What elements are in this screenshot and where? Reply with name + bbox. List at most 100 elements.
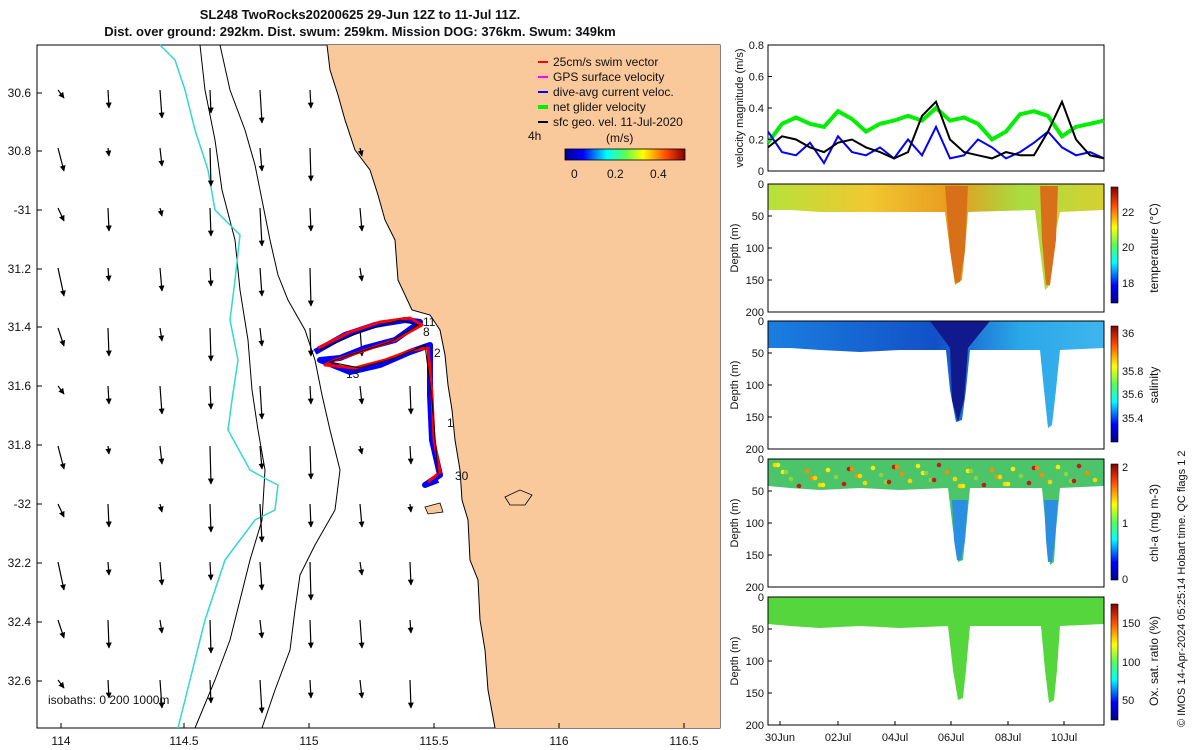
current-vector: [158, 327, 165, 342]
chl-sample-dot: [899, 471, 905, 477]
chl-sample-dot: [989, 467, 995, 473]
depth-tick-label: 50: [752, 486, 764, 498]
current-vector: [105, 327, 112, 357]
coastline: [326, 44, 496, 729]
current-vector: [158, 385, 165, 415]
current-vector: [157, 503, 164, 513]
net-track: [319, 319, 439, 476]
temperature-section: [767, 183, 1105, 313]
time-tick-label: 06Jul: [938, 732, 964, 744]
colorbar-tick-label: 100: [1122, 657, 1140, 669]
current-vector: [307, 89, 314, 109]
velocity-y-tick-label: 0.4: [749, 103, 764, 115]
chl-sample-dot: [960, 483, 966, 489]
chl-sample-dot: [849, 466, 855, 472]
colorbar-title: temperature (°C): [1147, 203, 1161, 293]
depth-tick-label: 150: [746, 688, 764, 700]
current-vector: [307, 385, 314, 405]
colorbar-tick-label: 20: [1122, 242, 1134, 254]
oxygen-field: [768, 597, 1104, 703]
map-x-tick-label: 116: [549, 734, 568, 748]
time-tick-label: 08Jul: [995, 732, 1021, 744]
current-vector: [57, 267, 66, 297]
salinity-field: [768, 321, 1104, 428]
land-area: [327, 45, 720, 728]
map-y-axis: 30.6 30.8 -31 31.2 31.4 31.6 31.8 -32 32.2 32.4 32…: [8, 86, 42, 688]
current-vector: [258, 147, 265, 172]
map-y-tick-label: 31.6: [8, 379, 32, 393]
map-x-tick-label: 115.5: [419, 734, 448, 748]
map-panel: 11 8 2 13 1 30 114 114.5 115 115.5 116 116.5 …: [8, 44, 721, 748]
chl-sample-dot: [862, 480, 868, 486]
current-vector: [57, 561, 66, 591]
current-vector: [207, 147, 214, 187]
figure-title: SL248 TwoRocks20200625 29-Jun 12Z to 11-…: [0, 6, 720, 40]
current-vector: [207, 207, 214, 237]
glider-track: [313, 316, 443, 488]
velocity-series-line: [766, 105, 1105, 144]
isobath-200m: [219, 44, 341, 729]
current-vector: [158, 679, 165, 709]
chl-sample-dot: [857, 473, 863, 479]
current-vector: [207, 503, 214, 533]
chl-sample-dot: [931, 477, 937, 483]
colorbar-title: Ox. sat. ratio (%): [1147, 616, 1161, 706]
chl-sample-dot: [1026, 480, 1032, 486]
chl-sample-dot: [997, 474, 1003, 480]
map-y-tick-label: -32: [14, 497, 32, 511]
day-label-8: 8: [423, 325, 430, 339]
current-vector: [358, 385, 365, 405]
current-vector: [57, 503, 65, 518]
current-vector: [207, 89, 214, 114]
current-vector: [258, 619, 265, 639]
chl-sample-dot: [841, 481, 847, 487]
salinity-section: [767, 320, 1105, 450]
chl-sample-dot: [1071, 478, 1077, 484]
current-vector: [57, 327, 66, 347]
day-label-2: 2: [434, 346, 441, 360]
colorbar-tick-label: 35.6: [1122, 389, 1143, 401]
velocity-y-tick-label: 0.6: [749, 72, 764, 84]
current-vector: [105, 445, 112, 455]
current-vector: [358, 503, 365, 528]
chl-sample-dot: [1047, 479, 1053, 485]
chl-sample-dot: [1063, 471, 1069, 477]
current-vector: [105, 503, 112, 528]
day-label-13: 13: [346, 367, 360, 381]
island: [424, 502, 444, 515]
depth-tick-label: 50: [752, 348, 764, 360]
current-vector: [207, 619, 214, 654]
current-vector: [407, 445, 414, 465]
colorbar-label: (m/s): [606, 131, 633, 145]
current-vector: [105, 267, 112, 282]
depth-tick-label: 200: [746, 720, 764, 732]
time-tick-label: 02Jul: [825, 732, 851, 744]
velocity-y-tick-label: 0.2: [749, 135, 764, 147]
map-y-tick-label: 30.6: [8, 86, 32, 100]
depth-axis-label: Depth (m): [729, 361, 741, 410]
isobaths-label: isobaths: 0 200 1000m: [48, 693, 169, 707]
depth-tick-label: 0: [758, 179, 764, 191]
current-vector: [407, 619, 414, 634]
chl-sample-dot: [796, 483, 802, 489]
speed-colorbar: [564, 148, 686, 161]
current-vector: [105, 679, 112, 699]
current-vector: [358, 207, 365, 232]
current-vector: [407, 503, 414, 513]
island: [504, 489, 533, 506]
colorbar-tick-label: 50: [1122, 695, 1134, 707]
depth-tick-label: 150: [746, 275, 764, 287]
colorbar-tick-label: 1: [1122, 518, 1128, 530]
colorbar-tick-1: 0.2: [607, 167, 624, 181]
day-labels: 11 8 2 13 1 30: [346, 315, 469, 483]
chlorophyll-samples: [772, 462, 1098, 489]
map-y-tick-label: 31.4: [8, 320, 32, 334]
current-vector: [207, 385, 214, 410]
depth-tick-label: 200: [746, 582, 764, 594]
map-x-tick-label: 114: [51, 734, 70, 748]
chl-sample-dot: [1018, 473, 1024, 479]
map-y-tick-label: 31.2: [8, 262, 32, 276]
current-vector: [105, 561, 112, 576]
